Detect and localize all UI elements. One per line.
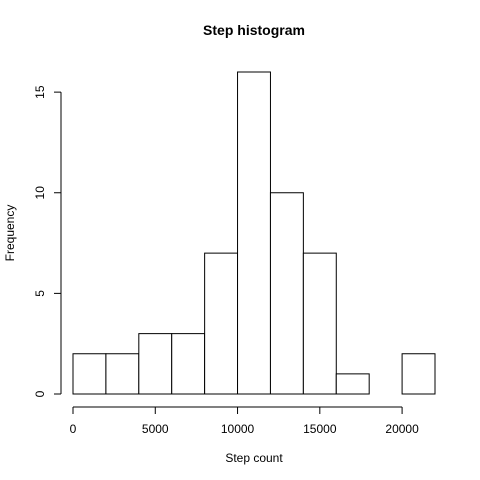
x-axis: 0 5000 10000 15000 20000 <box>70 406 419 436</box>
x-tick-label: 0 <box>70 422 77 436</box>
x-tick-label: 15000 <box>303 422 337 436</box>
histogram-bar-8 <box>335 373 370 395</box>
histogram-bar-2 <box>138 333 173 395</box>
chart-title: Step histogram <box>203 22 305 38</box>
x-tick-label: 10000 <box>221 422 255 436</box>
x-tick-label: 20000 <box>385 422 419 436</box>
x-tick-label: 5000 <box>142 422 169 436</box>
histogram-bar-7 <box>302 252 337 395</box>
y-axis: 0 5 10 15 <box>33 85 62 397</box>
histogram-bar-4 <box>204 252 239 395</box>
histogram-bar-10 <box>401 353 436 395</box>
x-axis-label: Step count <box>225 451 283 465</box>
histogram-bar-5 <box>237 71 271 395</box>
y-tick-label: 5 <box>33 290 47 297</box>
histogram-bar-0 <box>72 353 107 395</box>
y-axis-label: Frequency <box>3 205 17 262</box>
y-tick-label: 10 <box>33 186 47 200</box>
histogram-bar-6 <box>269 192 304 395</box>
y-tick-label: 15 <box>33 85 47 99</box>
histogram-bar-1 <box>105 353 140 395</box>
y-tick-label: 0 <box>33 390 47 397</box>
histogram-bar-3 <box>171 333 206 395</box>
histogram-bars <box>72 71 436 395</box>
